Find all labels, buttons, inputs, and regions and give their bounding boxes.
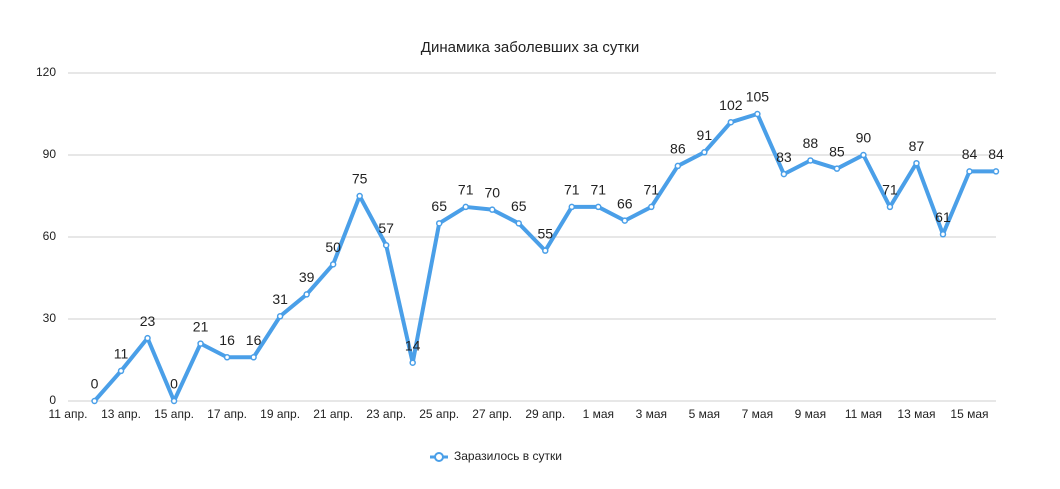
point [727,118,735,126]
point [568,203,576,211]
x-tick-label: 11 апр. [49,407,88,421]
data-label: 65 [511,198,527,214]
point [860,151,867,159]
x-tick-label: 23 апр. [366,407,406,421]
x-tick-label: 13 апр. [101,407,141,421]
x-tick-label: 17 апр. [207,407,247,421]
x-tick-label: 15 мая [950,407,988,421]
data-label: 71 [590,182,606,198]
data-label: 16 [246,332,262,348]
x-tick-label: 25 апр. [419,407,459,421]
point [515,220,522,227]
point [780,170,788,178]
point [91,397,98,405]
point [595,203,602,211]
data-label: 39 [299,269,315,285]
data-label: 71 [882,182,898,198]
point [250,354,257,361]
data-label: 75 [352,171,368,187]
legend-marker [434,452,444,462]
y-tick-label: 90 [43,147,57,161]
y-tick-label: 0 [49,393,56,407]
point [197,340,204,347]
data-label: 83 [776,149,792,165]
x-tick-label: 7 мая [742,407,773,421]
data-label: 66 [617,195,633,211]
point [913,159,920,167]
x-tick-label: 3 мая [636,407,667,421]
point [462,203,469,211]
data-label: 71 [564,182,580,198]
point [329,261,337,268]
point [117,367,125,375]
point [170,397,178,405]
y-tick-label: 30 [43,311,57,325]
data-label: 61 [935,209,951,225]
x-tick-label: 27 апр. [472,407,512,421]
point [276,313,284,320]
point [992,168,1000,175]
data-label: 21 [193,318,209,334]
point [223,354,231,361]
point [648,203,655,211]
data-label: 16 [219,332,235,348]
y-tick-label: 60 [43,229,57,243]
x-tick-label: 13 мая [897,407,935,421]
x-tick-label: 1 мая [583,407,614,421]
legend-label: Заразилось в сутки [454,449,562,463]
point [488,206,496,213]
data-label: 0 [91,376,99,392]
point [754,110,761,118]
point [303,291,310,298]
point [144,334,151,342]
point [621,217,629,224]
point [833,165,841,172]
x-tick-label: 5 мая [689,407,720,421]
data-label: 91 [697,127,713,143]
data-label: 71 [458,182,474,198]
data-label: 31 [272,291,288,307]
data-label: 50 [325,239,341,255]
x-tick-label: 19 апр. [260,407,300,421]
data-label: 55 [537,225,553,241]
data-label: 102 [719,97,743,113]
data-label: 105 [746,89,770,105]
data-label: 84 [962,146,978,162]
data-label: 65 [431,198,447,214]
data-label: 70 [484,184,500,200]
data-label: 84 [988,146,1004,162]
data-label: 14 [405,337,421,353]
data-label: 11 [114,346,129,362]
point [435,220,443,227]
data-label: 57 [378,220,394,236]
point [886,203,894,211]
data-label: 23 [140,313,156,329]
data-label: 86 [670,141,686,157]
point [674,162,682,170]
point [939,231,947,238]
data-label: 87 [909,138,925,154]
point [356,192,363,200]
x-tick-label: 21 апр. [313,407,353,421]
point [807,157,814,164]
chart-title: Динамика заболевших за сутки [421,39,639,56]
x-tick-label: 9 мая [795,407,826,421]
x-tick-label: 29 апр. [525,407,565,421]
point [701,149,708,156]
x-tick-label: 11 мая [845,407,882,421]
point [966,168,973,175]
data-label: 85 [829,143,845,159]
point [542,247,549,254]
data-label: 0 [170,376,178,392]
data-label: 71 [644,182,660,198]
data-label: 88 [803,135,819,151]
data-label: 90 [856,130,872,146]
x-tick-label: 15 апр. [154,407,194,421]
point [382,241,390,249]
point [409,359,416,366]
y-tick-label: 120 [36,65,56,79]
